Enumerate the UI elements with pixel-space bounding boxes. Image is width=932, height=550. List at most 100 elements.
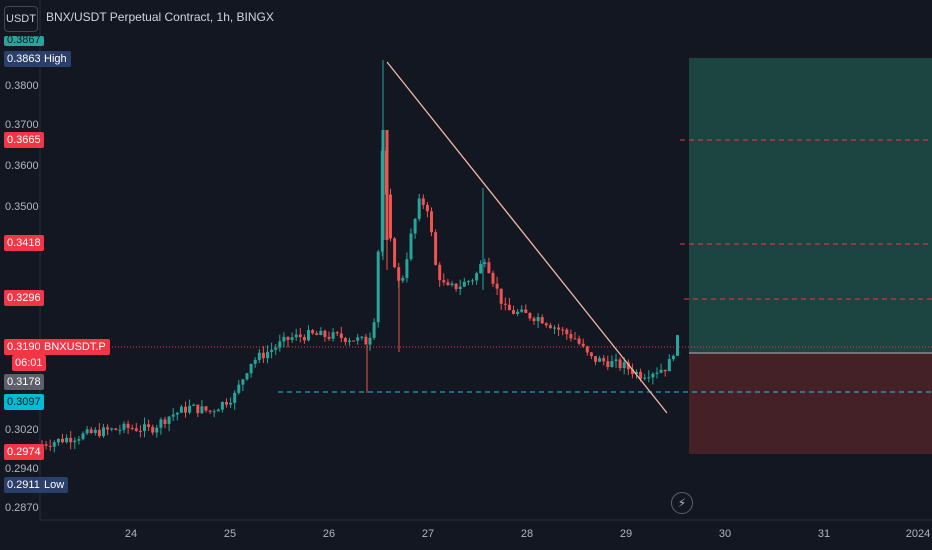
- candle-up: [171, 414, 175, 417]
- candle-up: [376, 251, 380, 323]
- candle-down: [302, 337, 306, 341]
- candle-down: [130, 427, 134, 429]
- candle-up: [200, 406, 204, 414]
- candle-up: [110, 428, 114, 430]
- currency-button[interactable]: USDT: [4, 6, 38, 32]
- candle-up: [237, 384, 241, 393]
- candle-up: [266, 351, 269, 359]
- spike-high-body: [381, 130, 385, 240]
- candle-up: [536, 317, 540, 322]
- candle-up: [479, 263, 483, 274]
- candle-down: [565, 329, 569, 335]
- candle-down: [577, 338, 581, 344]
- candle-up: [241, 379, 245, 385]
- candle-down: [364, 336, 368, 345]
- high-label: High: [40, 51, 71, 67]
- candle-down: [89, 429, 93, 433]
- candle-up: [458, 286, 462, 290]
- price-tag-level-2: 0.3418: [4, 235, 44, 251]
- candle-up: [270, 349, 274, 352]
- descending-trendline: [386, 61, 668, 414]
- lightning-icon[interactable]: ⚡: [671, 492, 693, 514]
- candle-down: [61, 438, 64, 443]
- candle-up: [122, 423, 126, 430]
- candle-down: [184, 406, 187, 413]
- candle-down: [581, 343, 585, 347]
- candle-up: [475, 273, 479, 281]
- date-label-31: 31: [817, 528, 831, 540]
- candle-down: [339, 333, 343, 339]
- candle-up: [65, 437, 69, 443]
- candle-down: [315, 333, 319, 336]
- candle-up: [417, 198, 421, 219]
- candle-down: [147, 424, 151, 427]
- date-label-28: 28: [520, 528, 534, 540]
- candle-down: [138, 430, 142, 432]
- price-tick-0.2940: 0.2940: [5, 463, 39, 475]
- candle-up: [245, 373, 249, 380]
- price-tag-level-3: 0.3296: [4, 290, 44, 306]
- candle-down: [454, 283, 458, 290]
- candle-down: [343, 338, 347, 342]
- candle-up: [93, 429, 97, 433]
- price-tag-level-4: 0.3178: [4, 374, 44, 390]
- candle-up: [483, 262, 487, 264]
- date-label-26: 26: [322, 528, 336, 540]
- price-tag-high: 0.3863: [4, 51, 44, 67]
- price-tick-0.3800: 0.3800: [5, 80, 39, 92]
- candle-down: [163, 419, 167, 424]
- candle-down: [491, 272, 495, 284]
- candle-up: [372, 322, 376, 338]
- candle-up: [167, 416, 171, 424]
- candle-down: [561, 329, 565, 331]
- candle-up: [635, 371, 638, 374]
- candle-down: [663, 369, 667, 372]
- candle-down: [442, 280, 446, 283]
- candle-down: [196, 404, 200, 414]
- price-tag-level-6: 0.2974: [4, 444, 44, 460]
- candle-down: [323, 330, 327, 337]
- candle-up: [405, 259, 409, 278]
- candle-up: [274, 347, 278, 350]
- candle-up: [282, 336, 286, 342]
- candle-down: [532, 318, 536, 322]
- candle-up: [52, 442, 56, 447]
- candle-up: [188, 405, 192, 413]
- candle-up: [659, 369, 663, 373]
- candle-down: [151, 426, 155, 433]
- candle-down: [114, 428, 118, 431]
- candle-up: [401, 277, 405, 281]
- candle-down: [48, 445, 52, 447]
- candle-down: [430, 211, 433, 233]
- candle-down: [507, 304, 511, 311]
- candle-down: [487, 262, 491, 273]
- candle-up: [553, 327, 556, 329]
- candle-down: [594, 356, 597, 362]
- candle-up: [667, 359, 671, 372]
- candle-up: [220, 402, 224, 410]
- candle-up: [671, 355, 675, 360]
- candle-up: [331, 332, 335, 339]
- chart-title: BNX/USDT Perpetual Contract, 1h, BINGX: [46, 10, 274, 24]
- candle-up: [233, 392, 237, 403]
- candle-down: [69, 437, 73, 443]
- candle-down: [434, 232, 438, 265]
- candle-up: [118, 429, 122, 431]
- candle-down: [540, 317, 544, 324]
- candle-down: [499, 288, 503, 304]
- price-tag-level-5: 0.3097: [4, 394, 44, 410]
- date-label-24: 24: [124, 528, 138, 540]
- candle-down: [589, 352, 593, 357]
- candle-down: [425, 204, 429, 212]
- candle-down: [569, 334, 573, 339]
- price-tag-current: 0.3190: [4, 339, 44, 355]
- candle-up: [413, 218, 417, 234]
- candle-down: [134, 428, 138, 431]
- candle-up: [294, 334, 298, 338]
- candle-up: [73, 440, 77, 443]
- price-tick-0.3500: 0.3500: [5, 201, 39, 213]
- candle-down: [512, 310, 515, 314]
- candle-down: [585, 346, 589, 353]
